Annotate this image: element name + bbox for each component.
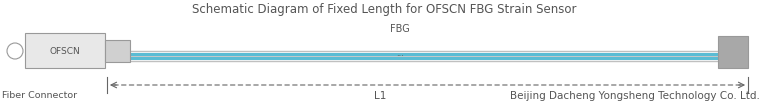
Text: OFSCN: OFSCN (50, 47, 81, 56)
Bar (718, 36, 748, 68)
Text: FBG: FBG (390, 24, 410, 34)
Text: L1: L1 (374, 91, 386, 101)
Bar (25, 33, 105, 68)
Text: Schematic Diagram of Fixed Length for OFSCN FBG Strain Sensor: Schematic Diagram of Fixed Length for OF… (192, 2, 576, 15)
Text: ···: ··· (396, 53, 404, 61)
Text: Beijing Dacheng Yongsheng Technology Co. Ltd.: Beijing Dacheng Yongsheng Technology Co.… (510, 91, 760, 101)
Bar (105, 40, 130, 62)
Text: Fiber Connector: Fiber Connector (2, 92, 77, 100)
